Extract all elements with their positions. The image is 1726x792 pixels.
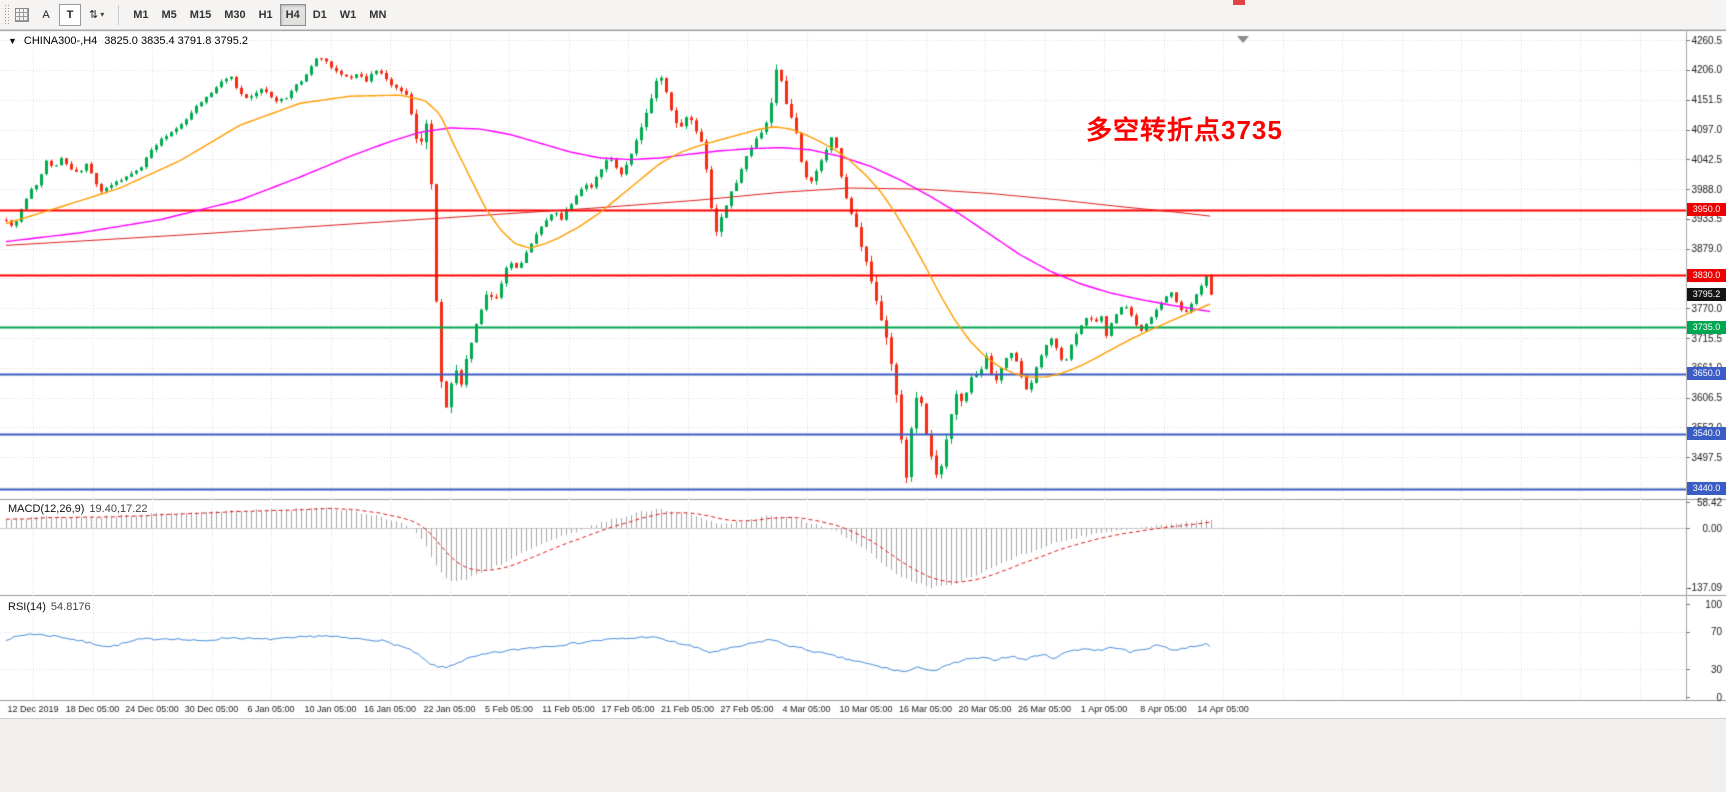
text-tool-button[interactable]: T: [59, 3, 81, 26]
timeframe-m15-button[interactable]: M15: [184, 4, 217, 26]
timeframe-m1-button[interactable]: M1: [127, 4, 154, 26]
cursor-tool-button[interactable]: A: [35, 4, 57, 26]
timeframe-m30-button[interactable]: M30: [218, 4, 251, 26]
price-line-badge-3440.0: 3440.0: [1687, 482, 1726, 496]
chart-grid-icon[interactable]: [15, 7, 29, 22]
timeframe-button-group: M1 M5 M15 M30 H1 H4 D1 W1 MN: [127, 3, 392, 26]
price-line-badge-3540.0: 3540.0: [1687, 427, 1726, 441]
toolbar-drag-handle[interactable]: [4, 4, 10, 25]
macd-label-values: 19.40,17.22: [89, 503, 148, 515]
toolbar-separator: [118, 4, 120, 25]
rsi-label-value: 54.8176: [50, 601, 91, 613]
rsi-indicator-label: RSI(14) 54.8176: [8, 601, 91, 613]
timeframe-h1-button[interactable]: H1: [253, 4, 279, 26]
timeframe-h4-button[interactable]: H4: [279, 3, 306, 26]
chart-header: ▼ CHINA300-,H4 3825.0 3835.4 3791.8 3795…: [8, 35, 248, 47]
chart-canvas[interactable]: [0, 30, 1726, 718]
timeframe-m5-button[interactable]: M5: [156, 4, 183, 26]
timeframe-mn-button[interactable]: MN: [363, 4, 392, 26]
price-line-badge-3735.0: 3735.0: [1687, 320, 1726, 334]
macd-label-name: MACD(12,26,9): [8, 503, 85, 515]
symbol-dropdown-icon[interactable]: ▼: [8, 36, 17, 46]
chart-annotation-text: 多空转折点3735: [1086, 115, 1283, 145]
scroll-shift-button[interactable]: ⇅ ▾: [83, 4, 110, 26]
chart-symbol-period: CHINA300-,H4: [23, 35, 98, 47]
arrows-icon: ⇅: [89, 9, 99, 21]
rsi-label-name: RSI(14): [8, 601, 46, 613]
timeframe-d1-button[interactable]: D1: [307, 4, 333, 26]
price-line-badge-3650.0: 3650.0: [1687, 367, 1726, 381]
price-line-badge-3830.0: 3830.0: [1687, 268, 1726, 282]
chart-area[interactable]: ▼ CHINA300-,H4 3825.0 3835.4 3791.8 3795…: [0, 30, 1726, 718]
chart-ohlc-values: 3825.0 3835.4 3791.8 3795.2: [104, 35, 249, 47]
dropdown-caret-icon: ▾: [100, 10, 105, 19]
macd-indicator-label: MACD(12,26,9) 19.40,17.22: [8, 503, 148, 515]
clipped-menu-icon: [1233, 0, 1245, 5]
current-price-badge: 3795.2: [1687, 287, 1726, 301]
timeframe-w1-button[interactable]: W1: [334, 4, 363, 26]
toolbar: A T ⇅ ▾ M1 M5 M15 M30 H1 H4 D1 W1 MN: [0, 0, 1726, 30]
price-line-badge-3950.0: 3950.0: [1687, 203, 1726, 217]
bottom-panel-strip: [0, 718, 1726, 792]
